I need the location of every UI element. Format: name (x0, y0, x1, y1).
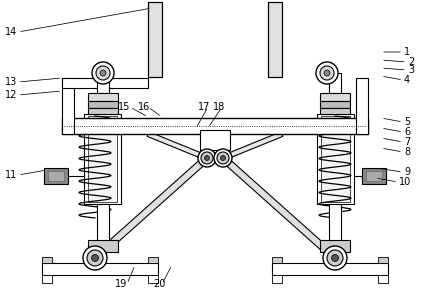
Circle shape (92, 62, 114, 84)
Text: 17: 17 (198, 102, 210, 112)
Bar (268, 2, 282, 77)
Bar (42, 257, 52, 263)
Text: 2: 2 (408, 57, 414, 67)
Circle shape (214, 149, 232, 167)
Text: 1: 1 (404, 47, 410, 57)
Text: 14: 14 (5, 27, 17, 37)
Bar (97, 73, 109, 93)
Circle shape (323, 246, 347, 270)
Circle shape (332, 255, 338, 262)
Bar (320, 108, 350, 114)
Polygon shape (222, 132, 283, 160)
Polygon shape (147, 132, 208, 160)
Bar (200, 130, 230, 150)
Text: 9: 9 (404, 167, 410, 177)
Bar (88, 108, 118, 114)
Bar (62, 78, 148, 88)
Polygon shape (93, 155, 209, 261)
Bar (272, 275, 282, 283)
Text: 16: 16 (138, 102, 150, 112)
Bar (378, 275, 388, 283)
Bar (88, 240, 118, 252)
Bar (148, 275, 158, 283)
Circle shape (327, 250, 343, 266)
Bar (62, 118, 368, 134)
Circle shape (198, 149, 216, 167)
Bar (272, 257, 282, 263)
Bar (268, 2, 282, 77)
Bar (148, 2, 162, 77)
Bar (42, 263, 158, 275)
Text: 15: 15 (118, 102, 130, 112)
Text: 20: 20 (153, 279, 166, 289)
Circle shape (324, 70, 330, 76)
Circle shape (92, 255, 98, 262)
Bar (88, 101, 118, 108)
Circle shape (87, 250, 103, 266)
Polygon shape (221, 155, 337, 261)
Bar (44, 168, 68, 184)
Circle shape (96, 66, 110, 80)
Bar (320, 101, 350, 108)
Bar (356, 78, 368, 134)
Text: 11: 11 (5, 170, 17, 180)
Text: 18: 18 (213, 102, 225, 112)
Text: 6: 6 (404, 127, 410, 137)
Bar (378, 257, 388, 263)
Bar (366, 171, 382, 181)
Bar (48, 171, 64, 181)
Text: 19: 19 (115, 279, 127, 289)
Circle shape (316, 62, 338, 84)
Text: 12: 12 (5, 90, 17, 100)
Bar (148, 2, 162, 77)
Bar (329, 73, 341, 93)
Bar (272, 263, 388, 275)
Bar (88, 93, 118, 101)
Bar (317, 114, 354, 204)
Bar (320, 93, 350, 101)
Bar (62, 78, 74, 134)
Bar (88, 116, 117, 202)
Text: 13: 13 (5, 77, 17, 87)
Bar (97, 204, 109, 244)
Circle shape (201, 152, 213, 164)
Circle shape (320, 66, 334, 80)
Bar (320, 240, 350, 252)
Bar (148, 257, 158, 263)
Circle shape (217, 152, 229, 164)
Circle shape (83, 246, 107, 270)
Circle shape (221, 156, 225, 161)
Text: 5: 5 (404, 117, 410, 127)
Bar (321, 116, 350, 202)
Text: 10: 10 (399, 177, 411, 187)
Text: 4: 4 (404, 75, 410, 85)
Bar (84, 114, 121, 204)
Text: 3: 3 (408, 65, 414, 75)
Bar (362, 168, 386, 184)
Bar (42, 275, 52, 283)
Bar (329, 204, 341, 244)
Text: 8: 8 (404, 147, 410, 157)
Circle shape (205, 156, 209, 161)
Circle shape (100, 70, 106, 76)
Text: 7: 7 (404, 137, 410, 147)
